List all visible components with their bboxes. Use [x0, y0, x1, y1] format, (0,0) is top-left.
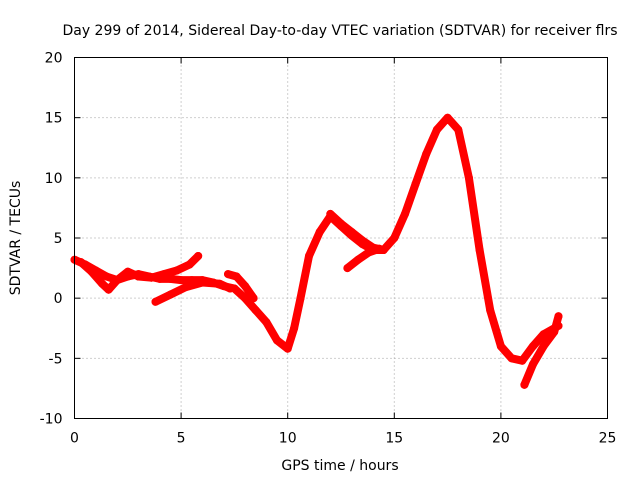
data-point	[147, 273, 156, 282]
data-point	[273, 336, 281, 345]
data-point	[454, 125, 463, 134]
data-point	[185, 260, 194, 269]
data-point	[411, 179, 420, 188]
data-point	[262, 318, 271, 327]
data-point	[160, 270, 168, 279]
data-point	[326, 209, 335, 218]
x-tick-label: 20	[492, 431, 510, 447]
y-tick-label: 20	[45, 51, 63, 67]
data-point	[347, 228, 356, 236]
data-point	[241, 282, 250, 291]
data-point	[464, 173, 473, 182]
x-axis-label: GPS time / hours	[281, 458, 398, 474]
grid	[74, 57, 608, 419]
data-point	[354, 255, 363, 264]
y-tick-label: 10	[45, 171, 63, 187]
data-point	[198, 278, 207, 287]
data-point	[343, 264, 352, 273]
data-point	[113, 276, 122, 285]
data-point	[539, 330, 548, 339]
data-point	[251, 306, 260, 315]
data-point	[432, 125, 441, 134]
data-point	[226, 284, 235, 293]
data-point	[375, 244, 384, 253]
data-point	[539, 342, 548, 351]
data-point	[422, 149, 431, 158]
data-point	[337, 219, 345, 228]
data-point	[87, 267, 96, 276]
series-segment-hump	[224, 270, 258, 303]
data-point	[283, 344, 292, 353]
data-point	[507, 354, 516, 363]
y-axis-label: SDTVAR / TECUs	[8, 181, 24, 296]
data-point	[290, 324, 299, 333]
data-point	[177, 276, 186, 285]
data-point	[76, 258, 85, 267]
data-point	[475, 246, 484, 254]
data-point	[486, 306, 495, 315]
y-tick-label: 0	[54, 291, 63, 307]
y-tick-label: 5	[54, 231, 63, 247]
data-point	[241, 294, 250, 303]
series-segment-short	[343, 244, 384, 273]
chart-title: Day 299 of 2014, Sidereal Day-to-day VTE…	[62, 23, 617, 39]
data-point	[528, 342, 537, 351]
x-tick-label: 0	[70, 431, 79, 447]
data-point	[390, 234, 399, 242]
data-point	[151, 297, 160, 306]
data-point	[518, 356, 527, 365]
plot-frame	[74, 57, 608, 419]
data-point	[102, 272, 111, 281]
data-point	[550, 327, 559, 336]
y-tick-label: -10	[40, 412, 63, 428]
data-point	[358, 236, 367, 245]
data-point	[232, 272, 241, 281]
data-point	[364, 248, 373, 257]
data-point	[172, 266, 181, 275]
data-point	[443, 113, 452, 122]
data-point	[249, 294, 258, 303]
x-tick-label: 15	[385, 431, 403, 447]
data-point	[104, 285, 113, 294]
data-point	[194, 252, 203, 260]
data-point	[181, 283, 190, 292]
data-point	[520, 380, 529, 389]
data-point	[528, 360, 537, 369]
data-point	[123, 267, 132, 276]
tick-layer: 0 5 10 15 20 25 -10 -5 0 5 10 15 20	[40, 51, 617, 447]
data-point	[401, 209, 409, 218]
y-tick-label: 15	[45, 111, 63, 127]
data-point	[305, 252, 313, 260]
series-layer	[70, 113, 563, 389]
x-tick-label: 25	[599, 431, 617, 447]
series-main	[70, 113, 563, 365]
data-point	[98, 279, 107, 288]
x-tick-label: 5	[177, 431, 186, 447]
data-point	[224, 270, 232, 279]
data-point	[315, 228, 324, 236]
data-point	[496, 342, 505, 351]
x-tick-label: 10	[279, 431, 297, 447]
y-tick-label: -5	[49, 351, 63, 367]
data-point	[166, 290, 175, 299]
data-point	[134, 272, 143, 281]
data-point	[554, 312, 563, 321]
data-point	[296, 294, 305, 303]
data-point	[215, 279, 224, 288]
